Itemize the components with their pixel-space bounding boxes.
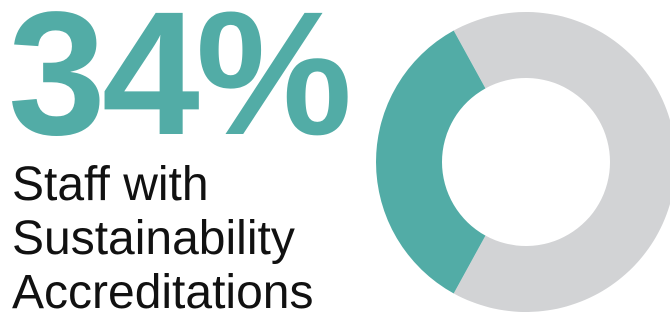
stat-label: Staff with Sustainability Accreditations (12, 158, 372, 320)
stat-label-line-1: Staff with (12, 158, 209, 211)
stat-label-line-2: Sustainability (12, 212, 295, 265)
donut-chart (376, 12, 670, 312)
stat-label-line-3: Accreditations (12, 266, 314, 319)
donut-slice-2 (453, 12, 670, 312)
donut-slice-1 (376, 30, 486, 294)
stat-value: 34% (8, 0, 352, 172)
donut-slices (376, 12, 670, 312)
